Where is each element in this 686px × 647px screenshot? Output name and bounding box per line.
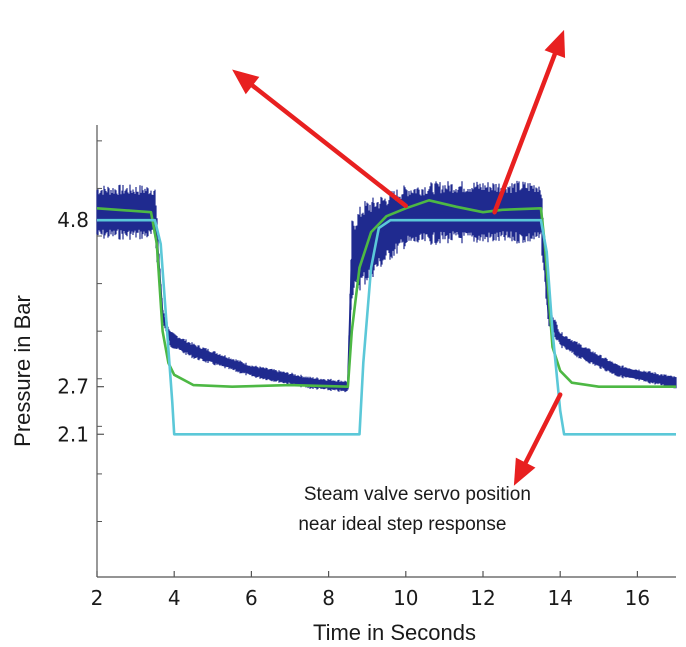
y-axis-title: Pressure in Bar <box>10 295 35 447</box>
arrow-layer <box>232 29 566 486</box>
series-3 <box>97 218 676 436</box>
series-1-band <box>96 180 677 393</box>
x-axis-title: Time in Seconds <box>313 620 476 645</box>
plot-area <box>96 29 677 578</box>
y-tick-labels: 4.8 2.7 2.1 <box>57 208 89 446</box>
x-tick-label: 16 <box>625 586 650 610</box>
x-tick-label: 10 <box>393 586 418 610</box>
series-3-line <box>97 218 676 436</box>
arrow-shaft <box>523 392 563 465</box>
x-tick-labels: 2 4 6 8 10 12 14 16 <box>91 586 650 610</box>
y-tick-label: 2.1 <box>57 422 89 446</box>
annotation-arrow <box>513 392 563 486</box>
y-tick-label: 2.7 <box>57 375 89 399</box>
x-tick-label: 6 <box>245 586 258 610</box>
y-tick-label: 4.8 <box>57 208 89 232</box>
series-layer <box>96 180 677 436</box>
arrow-head <box>544 29 566 59</box>
arrow-head <box>513 457 536 486</box>
arrow-head <box>232 69 260 95</box>
arrow-shaft <box>250 83 409 209</box>
x-tick-label: 2 <box>91 586 104 610</box>
x-tick-label: 4 <box>168 586 181 610</box>
annotation-arrow <box>492 29 566 215</box>
annotation-line-2: near ideal step response <box>298 514 506 535</box>
x-tick-marks <box>96 571 639 577</box>
x-tick-label: 14 <box>547 586 572 610</box>
x-tick-label: 12 <box>470 586 495 610</box>
arrow-shaft <box>492 51 558 215</box>
annotation-line-1: Steam valve servo position <box>304 484 531 505</box>
annotation-arrow <box>232 69 409 209</box>
x-tick-label: 8 <box>322 586 335 610</box>
series-1-line <box>97 211 677 388</box>
series-1 <box>96 180 677 393</box>
